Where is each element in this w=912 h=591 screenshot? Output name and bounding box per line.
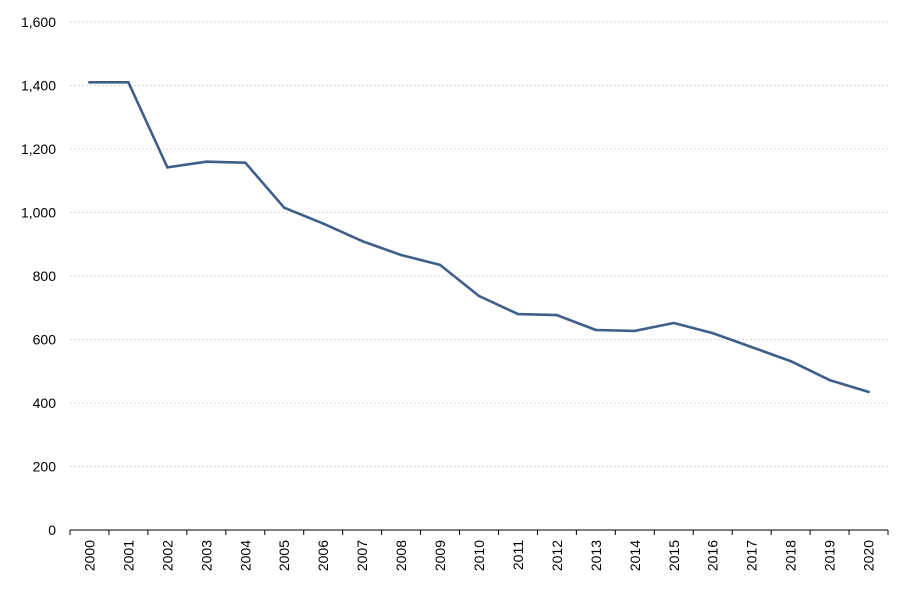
y-tick-label: 1,000: [21, 205, 56, 221]
gridlines: [70, 21, 888, 467]
x-tick-label: 2013: [588, 540, 604, 571]
data-point: [360, 239, 364, 243]
x-tick-label: 2017: [744, 540, 760, 571]
data-point: [828, 378, 831, 382]
y-tick-label: 1,200: [21, 141, 56, 157]
y-tick-label: 800: [33, 268, 57, 284]
data-point: [867, 390, 870, 394]
series-line: [88, 81, 870, 394]
x-tick-label: 2006: [315, 540, 331, 571]
x-tick-label: 2012: [549, 540, 565, 571]
data-point: [555, 313, 559, 317]
data-point: [127, 81, 130, 84]
y-tick-label: 0: [48, 522, 56, 538]
x-tick-label: 2000: [81, 540, 97, 571]
y-tick-label: 1,600: [21, 14, 56, 30]
x-tick-label: 2015: [666, 540, 682, 571]
x-tick-label: 2019: [822, 540, 838, 571]
x-tick-label: 2018: [783, 540, 799, 571]
x-tick-label: 2008: [393, 540, 409, 571]
x-tick-label: 2002: [159, 540, 175, 571]
x-tick-label: 2014: [627, 540, 643, 571]
y-tick-label: 600: [33, 332, 57, 348]
data-point: [711, 331, 715, 335]
data-point: [477, 294, 481, 298]
x-axis: 2000 2001 2002 2003 2004 2005 2006 2007 2008 2009…: [69, 529, 889, 571]
data-point: [438, 263, 442, 267]
x-tick-label: 2010: [471, 540, 487, 571]
data-point: [750, 345, 753, 349]
x-tick-label: 2020: [861, 540, 877, 571]
data-point: [166, 166, 169, 169]
y-axis: 0 200 400 600 800 1,000 1,200 1,400 1,600: [21, 14, 56, 538]
y-tick-label: 200: [33, 459, 57, 475]
data-point: [516, 312, 520, 316]
x-tick-label: 2001: [120, 540, 136, 571]
data-point: [243, 161, 247, 164]
data-point: [321, 222, 325, 225]
x-tick-label: 2011: [510, 540, 526, 570]
series-group: [88, 81, 870, 394]
data-point: [672, 321, 676, 325]
x-tick-label: 2004: [237, 540, 253, 571]
data-point: [789, 359, 792, 363]
data-point: [88, 81, 91, 84]
data-point: [282, 206, 286, 210]
y-tick-label: 1,400: [21, 78, 56, 94]
x-tick-label: 2005: [276, 540, 292, 571]
x-tick-label: 2007: [354, 540, 370, 571]
x-tick-label: 2016: [705, 540, 721, 571]
data-point: [205, 160, 208, 163]
data-point: [594, 328, 598, 332]
x-tick-label: 2009: [432, 540, 448, 571]
x-tick-label: 2003: [198, 540, 214, 571]
data-point: [399, 253, 403, 257]
data-point: [633, 329, 637, 333]
y-tick-label: 400: [33, 395, 57, 411]
